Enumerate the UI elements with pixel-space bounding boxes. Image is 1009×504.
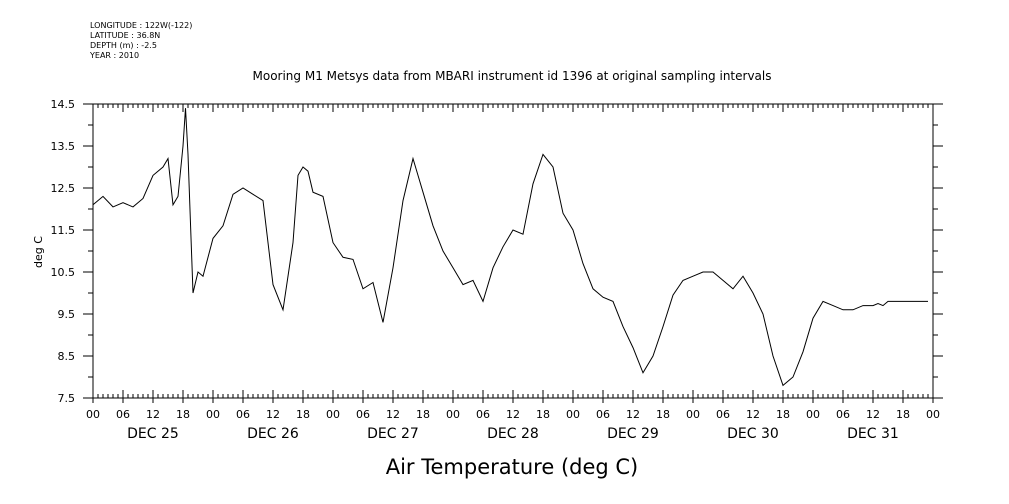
day-label: DEC 29 [607, 426, 659, 442]
day-labels: DEC 25 DEC 26 DEC 27 DEC 28 DEC 29 DEC 30 DEC … [127, 426, 899, 442]
x-tick-label: 06 [236, 408, 250, 421]
year-label: YEAR : 2010 [90, 51, 140, 60]
x-tick-label: 12 [146, 408, 160, 421]
x-tick-label: 18 [536, 408, 550, 421]
chart-title: Mooring M1 Metsys data from MBARI instru… [253, 69, 772, 83]
x-tick-label: 00 [806, 408, 820, 421]
x-tick-label: 18 [896, 408, 910, 421]
x-tick-label: 12 [626, 408, 640, 421]
latitude-label: LATITUDE : 36.8N [90, 31, 161, 40]
day-label: DEC 27 [367, 426, 419, 442]
depth-label: DEPTH (m) : -2.5 [90, 41, 157, 50]
x-tick-label: 06 [116, 408, 130, 421]
y-tick-label: 13.5 [51, 140, 76, 153]
y-axis-label: deg C [32, 236, 45, 268]
x-tick-label: 12 [746, 408, 760, 421]
x-tick-label: 18 [416, 408, 430, 421]
x-tick-label: 12 [386, 408, 400, 421]
x-tick-label: 00 [926, 408, 940, 421]
metadata-block: LONGITUDE : 122W(-122) LATITUDE : 36.8N … [90, 21, 192, 61]
x-tick-label: 00 [446, 408, 460, 421]
y-tick-label: 8.5 [58, 350, 76, 363]
x-tick-label: 00 [206, 408, 220, 421]
series-line-air-temperature [92, 108, 928, 387]
x-tick-label: 06 [356, 408, 370, 421]
y-tick-label: 7.5 [58, 392, 76, 405]
y-tick-label: 10.5 [51, 266, 76, 279]
y-tick-label: 9.5 [58, 308, 76, 321]
day-label: DEC 31 [847, 426, 899, 442]
x-tick-label: 12 [506, 408, 520, 421]
x-tick-label: 00 [326, 408, 340, 421]
longitude-label: LONGITUDE : 122W(-122) [90, 21, 193, 30]
tick-marks [83, 103, 943, 403]
y-tick-labels: 7.5 8.5 9.5 10.5 11.5 12.5 13.5 14.5 [51, 98, 76, 405]
x-tick-label: 00 [86, 408, 100, 421]
x-tick-label: 06 [836, 408, 850, 421]
x-axis-label: Air Temperature (deg C) [386, 455, 639, 479]
x-tick-label: 12 [266, 408, 280, 421]
x-tick-label: 06 [596, 408, 610, 421]
x-tick-label: 00 [566, 408, 580, 421]
x-tick-label: 00 [686, 408, 700, 421]
x-tick-label: 12 [866, 408, 880, 421]
x-tick-label: 18 [296, 408, 310, 421]
day-label: DEC 28 [487, 426, 539, 442]
x-tick-label: 18 [656, 408, 670, 421]
x-tick-label: 18 [776, 408, 790, 421]
y-tick-label: 12.5 [51, 182, 76, 195]
day-label: DEC 30 [727, 426, 779, 442]
day-label: DEC 26 [247, 426, 299, 442]
plot-frame [92, 103, 934, 399]
day-label: DEC 25 [127, 426, 179, 442]
x-tick-labels: 00 06 12 18 00 06 12 18 00 06 12 18 00 06 12 18 00 06 12 18… [86, 408, 940, 421]
x-tick-label: 06 [476, 408, 490, 421]
x-tick-label: 18 [176, 408, 190, 421]
x-tick-label: 06 [716, 408, 730, 421]
y-tick-label: 14.5 [51, 98, 76, 111]
y-tick-label: 11.5 [51, 224, 76, 237]
